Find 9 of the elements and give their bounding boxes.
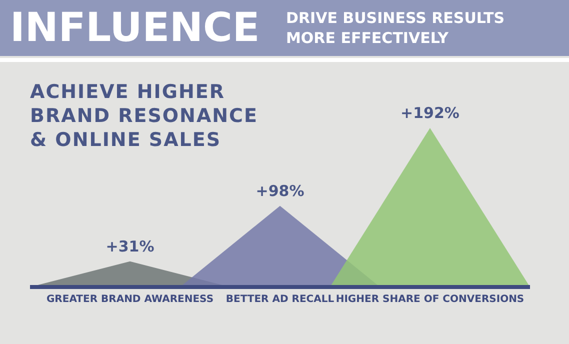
annotation: ACHIEVE HIGHER BRAND RESONANCE & ONLINE SALES — [30, 80, 259, 152]
x-tick-label: BETTER AD RECALL — [226, 294, 335, 306]
x-tick-label: GREATER BRAND AWARENESS — [46, 294, 214, 306]
chart-subtitle: DRIVE BUSINESS RESULTS MORE EFFECTIVELY — [286, 8, 506, 48]
data-label: +192% — [400, 104, 460, 122]
x-tick-label: HIGHER SHARE OF CONVERSIONS — [336, 294, 524, 306]
chart-title: INFLUENCE — [10, 4, 260, 53]
data-label: +31% — [106, 237, 154, 256]
data-label: +98% — [256, 182, 304, 200]
